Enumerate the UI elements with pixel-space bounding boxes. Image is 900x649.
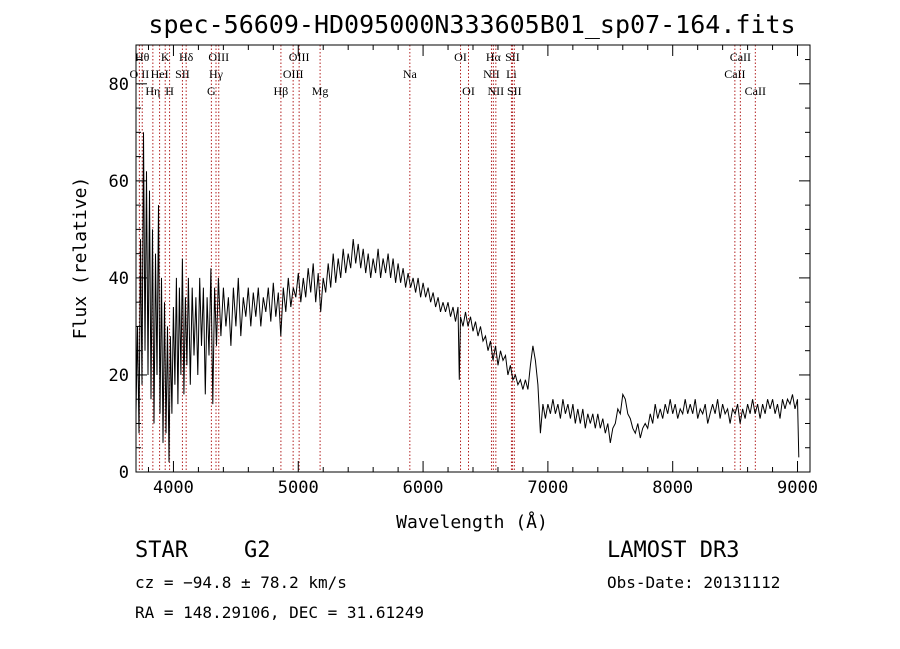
marker-label-18: NII: [483, 67, 500, 81]
y-tick-label-60: 60: [109, 172, 129, 192]
marker-label-2: Hη: [145, 84, 160, 98]
marker-label-1: Hθ: [135, 50, 150, 64]
marker-label-13: OIII: [289, 50, 310, 64]
object-class: STAR: [135, 538, 188, 563]
spectrum-series: [135, 132, 800, 463]
marker-label-25: CaII: [730, 50, 751, 64]
marker-label-11: Hβ: [274, 84, 289, 98]
marker-label-15: Na: [403, 67, 418, 81]
obs-date: Obs-Date: 20131112: [607, 573, 781, 592]
survey-name: LAMOST DR3: [607, 538, 740, 563]
marker-label-7: Hδ: [179, 50, 194, 64]
marker-label-21: Li: [506, 67, 517, 81]
marker-label-16: OI: [454, 50, 467, 64]
marker-label-19: Hα: [486, 50, 502, 64]
marker-label-9: Hγ: [209, 67, 224, 81]
axes: 4000 5000 6000 7000 8000 9000 0 20 40 60 80: [109, 44, 818, 498]
chart-title: spec-56609-HD095000N333605B01_sp07-164.f…: [148, 10, 795, 39]
marker-label-24: CaII: [724, 67, 745, 81]
y-axis-label: Flux (relative): [70, 177, 91, 340]
x-tick-label-5000: 5000: [278, 478, 319, 498]
marker-label-8: G: [207, 84, 216, 98]
marker-label-6: SII: [175, 67, 190, 81]
marker-label-0: O II: [130, 67, 150, 81]
y-tick-label-20: 20: [109, 366, 129, 386]
marker-label-23: SII: [507, 84, 522, 98]
y-tick-label-0: 0: [119, 463, 129, 483]
marker-label-22: SII: [505, 50, 520, 64]
plot-frame: [135, 44, 811, 473]
x-tick-label-9000: 9000: [777, 478, 818, 498]
redshift-cz: cz = −94.8 ± 78.2 km/s: [135, 573, 347, 592]
marker-label-26: CaII: [745, 84, 766, 98]
object-subclass: G2: [244, 538, 271, 563]
marker-label-20: NII: [488, 84, 505, 98]
ra-dec: RA = 148.29106, DEC = 31.61249: [135, 603, 424, 622]
marker-label-5: H: [165, 84, 174, 98]
x-tick-label-8000: 8000: [652, 478, 693, 498]
marker-label-10: OIII: [208, 50, 229, 64]
x-tick-label-7000: 7000: [527, 478, 568, 498]
marker-label-3: HeI: [151, 67, 169, 81]
series-line-0: [135, 132, 800, 463]
y-tick-label-80: 80: [109, 75, 129, 95]
x-tick-label-6000: 6000: [403, 478, 444, 498]
marker-label-4: K: [161, 50, 170, 64]
y-tick-label-40: 40: [109, 269, 129, 289]
marker-label-14: Mg: [312, 84, 329, 98]
marker-label-17: OI: [462, 84, 475, 98]
marker-label-12: OIII: [283, 67, 304, 81]
line-markers: O IIHθHηHeIKHSIIHδGHγOIIIHβOIIIOIIIMgNaO…: [130, 45, 766, 472]
x-tick-label-4000: 4000: [153, 478, 194, 498]
x-axis-label: Wavelength (Å): [396, 511, 548, 533]
